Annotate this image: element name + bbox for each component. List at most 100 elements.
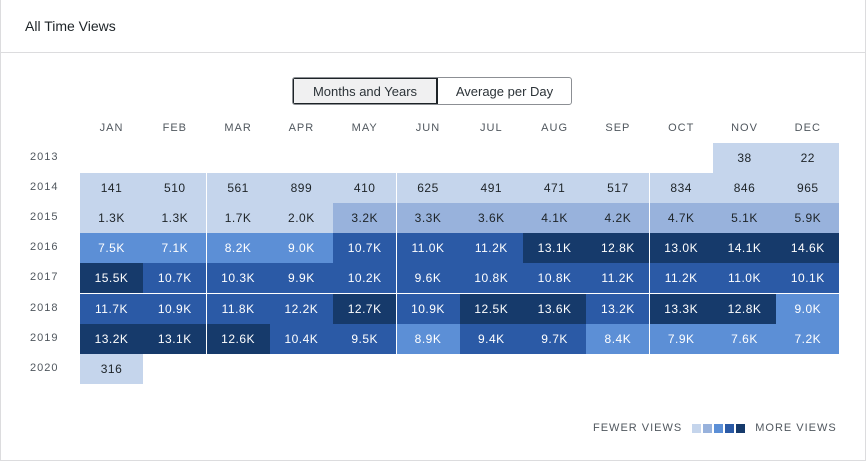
- heatmap-cell-2017-may[interactable]: 10.2K: [333, 263, 397, 294]
- year-label-2016: 2016: [30, 241, 59, 254]
- heatmap-cell-2018-mar[interactable]: 11.8K: [206, 293, 270, 324]
- view-mode-toggle: Months and Years Average per Day: [292, 77, 572, 105]
- year-label-2017: 2017: [30, 271, 59, 284]
- year-label-2015: 2015: [30, 211, 59, 224]
- heatmap-cell-2014-sep[interactable]: 517: [586, 173, 650, 204]
- heatmap-cell-2015-mar[interactable]: 1.7K: [206, 203, 270, 234]
- heatmap-cell-2017-apr[interactable]: 9.9K: [269, 263, 333, 294]
- heatmap-cell-2017-dec[interactable]: 10.1K: [776, 263, 840, 294]
- heatmap-cell-2017-feb[interactable]: 10.7K: [143, 263, 207, 294]
- heatmap-cell-2016-may[interactable]: 10.7K: [333, 233, 397, 264]
- month-header-jun: JUN: [415, 122, 441, 134]
- heatmap-cell-2019-jul[interactable]: 9.4K: [459, 323, 523, 354]
- month-header-nov: NOV: [731, 122, 758, 134]
- heatmap-cell-2017-aug[interactable]: 10.8K: [523, 263, 587, 294]
- heatmap-cell-2014-may[interactable]: 410: [333, 173, 397, 204]
- heatmap-cell-2018-apr[interactable]: 12.2K: [269, 293, 333, 324]
- heatmap-cell-2016-jan[interactable]: 7.5K: [80, 233, 143, 264]
- heatmap-cell-2015-jun[interactable]: 3.3K: [396, 203, 460, 234]
- heatmap-cell-2018-jul[interactable]: 12.5K: [459, 293, 523, 324]
- legend-more-label: MORE VIEWS: [755, 422, 837, 434]
- heatmap-cell-2015-jul[interactable]: 3.6K: [459, 203, 523, 234]
- legend-swatch-5: [736, 423, 746, 433]
- heatmap-cell-2016-oct[interactable]: 13.0K: [649, 233, 713, 264]
- heatmap-cell-2019-mar[interactable]: 12.6K: [206, 323, 270, 354]
- heatmap-cell-2019-feb[interactable]: 13.1K: [143, 323, 207, 354]
- heatmap-cell-2014-aug[interactable]: 471: [523, 173, 587, 204]
- heatmap-cell-2018-dec[interactable]: 9.0K: [776, 293, 840, 324]
- heatmap-cell-2018-jan[interactable]: 11.7K: [80, 293, 143, 324]
- heatmap-cell-2016-apr[interactable]: 9.0K: [269, 233, 333, 264]
- heatmap-cell-2014-nov[interactable]: 846: [713, 173, 776, 204]
- legend-swatch-1: [692, 423, 702, 433]
- heatmap-cell-2015-apr[interactable]: 2.0K: [269, 203, 333, 234]
- heatmap-cell-2019-apr[interactable]: 10.4K: [269, 323, 333, 354]
- heatmap-cell-2018-jun[interactable]: 10.9K: [396, 293, 460, 324]
- heatmap-cell-2017-jan[interactable]: 15.5K: [80, 263, 143, 294]
- year-label-2014: 2014: [30, 181, 59, 194]
- months-and-years-button[interactable]: Months and Years: [293, 78, 438, 104]
- heatmap-cell-2018-oct[interactable]: 13.3K: [649, 293, 713, 324]
- heatmap-cell-2015-dec[interactable]: 5.9K: [776, 203, 840, 234]
- heatmap-cell-2016-nov[interactable]: 14.1K: [713, 233, 776, 264]
- heatmap-cell-2015-feb[interactable]: 1.3K: [143, 203, 207, 234]
- heatmap-cell-2015-oct[interactable]: 4.7K: [649, 203, 713, 234]
- heatmap-cell-2019-jun[interactable]: 8.9K: [396, 323, 460, 354]
- legend-swatches: [692, 423, 747, 433]
- month-header-jul: JUL: [480, 122, 503, 134]
- year-label-2020: 2020: [30, 361, 59, 374]
- average-per-day-button[interactable]: Average per Day: [455, 83, 554, 99]
- heatmap-cell-2014-mar[interactable]: 561: [206, 173, 270, 204]
- heatmap-cell-2019-nov[interactable]: 7.6K: [713, 323, 776, 354]
- heatmap-cell-2019-dec[interactable]: 7.2K: [776, 323, 840, 354]
- heatmap-cell-2018-aug[interactable]: 13.6K: [523, 293, 587, 324]
- heatmap-cell-2018-may[interactable]: 12.7K: [333, 293, 397, 324]
- month-header-oct: OCT: [668, 122, 695, 134]
- heatmap-cell-2017-mar[interactable]: 10.3K: [206, 263, 270, 294]
- heatmap-cell-2019-aug[interactable]: 9.7K: [523, 323, 587, 354]
- legend-fewer-label: FEWER VIEWS: [593, 422, 683, 434]
- heatmap-cell-2018-sep[interactable]: 13.2K: [586, 293, 650, 324]
- heatmap-cell-2016-dec[interactable]: 14.6K: [776, 233, 840, 264]
- heatmap-cell-2015-nov[interactable]: 5.1K: [713, 203, 776, 234]
- heatmap-cell-2014-jun[interactable]: 625: [396, 173, 460, 204]
- card-header: All Time Views: [1, 0, 865, 53]
- heatmap-cell-2015-may[interactable]: 3.2K: [333, 203, 397, 234]
- heatmap-cell-2019-oct[interactable]: 7.9K: [649, 323, 713, 354]
- heatmap-cell-2015-aug[interactable]: 4.1K: [523, 203, 587, 234]
- heatmap-cell-2016-aug[interactable]: 13.1K: [523, 233, 587, 264]
- heatmap-cell-2014-jan[interactable]: 141: [80, 173, 143, 204]
- heatmap-cell-2016-feb[interactable]: 7.1K: [143, 233, 207, 264]
- month-header-mar: MAR: [224, 122, 252, 134]
- heatmap-cell-2017-jul[interactable]: 10.8K: [459, 263, 523, 294]
- heatmap-cell-2017-jun[interactable]: 9.6K: [396, 263, 460, 294]
- legend-swatch-3: [714, 423, 724, 433]
- heatmap-cell-2019-may[interactable]: 9.5K: [333, 323, 397, 354]
- color-legend: FEWER VIEWS MORE VIEWS: [593, 422, 837, 434]
- heatmap-cell-2016-sep[interactable]: 12.8K: [586, 233, 650, 264]
- year-label-2013: 2013: [30, 151, 59, 163]
- heatmap-cell-2013-dec[interactable]: 22: [776, 143, 840, 173]
- legend-swatch-2: [703, 423, 713, 433]
- heatmap-cell-2019-sep[interactable]: 8.4K: [586, 323, 650, 354]
- heatmap-cell-2014-apr[interactable]: 899: [269, 173, 333, 204]
- heatmap-cell-2016-jul[interactable]: 11.2K: [459, 233, 523, 264]
- heatmap-cell-2018-nov[interactable]: 12.8K: [713, 293, 776, 324]
- heatmap-cell-2015-jan[interactable]: 1.3K: [80, 203, 143, 234]
- heatmap-cell-2020-jan[interactable]: 316: [80, 353, 143, 384]
- heatmap-cell-2017-sep[interactable]: 11.2K: [586, 263, 650, 294]
- heatmap-cell-2014-oct[interactable]: 834: [649, 173, 713, 204]
- heatmap-cell-2018-feb[interactable]: 10.9K: [143, 293, 207, 324]
- heatmap-cell-2016-mar[interactable]: 8.2K: [206, 233, 270, 264]
- year-label-2018: 2018: [30, 301, 59, 314]
- heatmap-cell-2014-feb[interactable]: 510: [143, 173, 207, 204]
- heatmap-cell-2015-sep[interactable]: 4.2K: [586, 203, 650, 234]
- heatmap-cell-2016-jun[interactable]: 11.0K: [396, 233, 460, 264]
- month-header-apr: APR: [288, 122, 315, 134]
- heatmap-cell-2014-jul[interactable]: 491: [459, 173, 523, 204]
- heatmap-cell-2017-oct[interactable]: 11.2K: [649, 263, 713, 294]
- heatmap-cell-2017-nov[interactable]: 11.0K: [713, 263, 776, 294]
- heatmap-cell-2013-nov[interactable]: 38: [713, 143, 776, 173]
- heatmap-cell-2019-jan[interactable]: 13.2K: [80, 323, 143, 354]
- heatmap-cell-2014-dec[interactable]: 965: [776, 173, 840, 204]
